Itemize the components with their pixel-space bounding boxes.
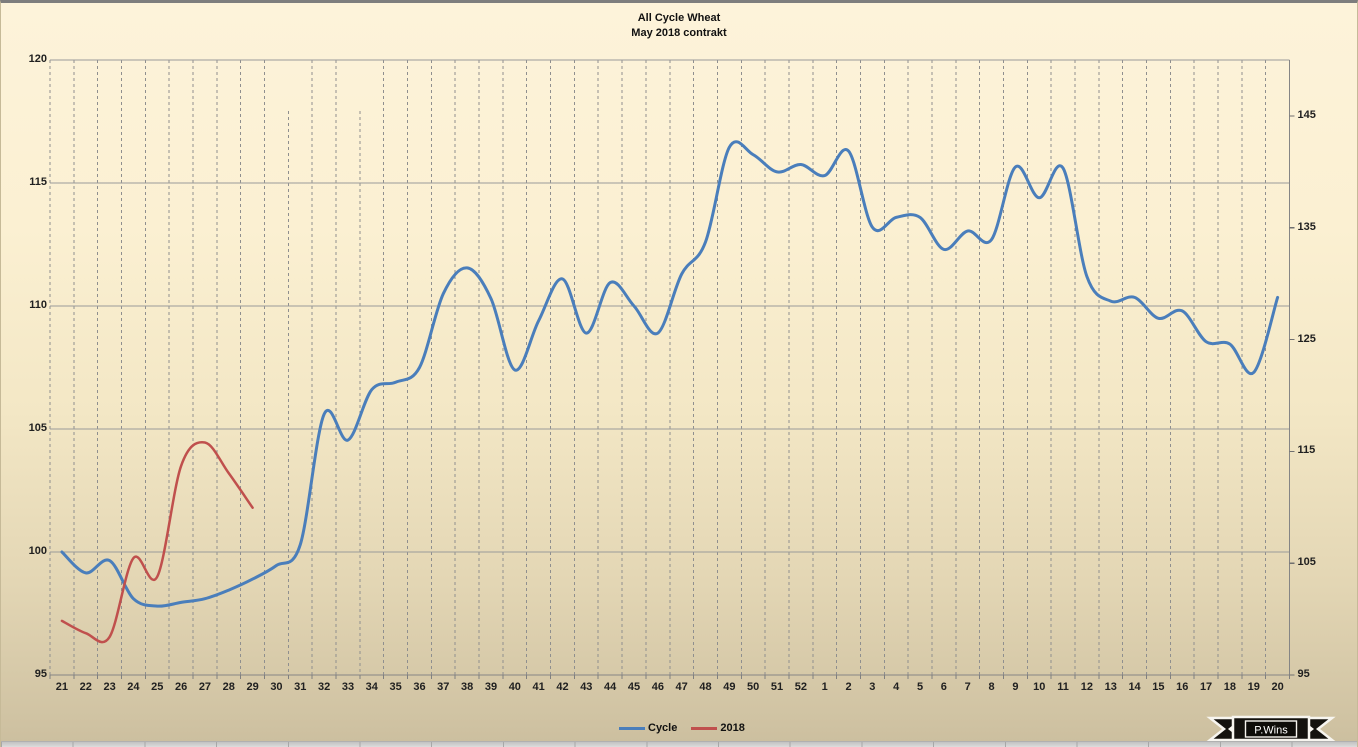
right-axis-label: 95 (1297, 668, 1310, 680)
x-axis-label: 36 (413, 681, 426, 693)
x-axis-label: 29 (246, 681, 259, 693)
x-axis-label: 33 (341, 681, 355, 693)
x-axis-label: 41 (532, 681, 545, 693)
right-axis-label: 105 (1297, 556, 1316, 569)
x-axis-label: 44 (604, 681, 617, 693)
x-axis-label: 27 (198, 681, 212, 693)
chart-title-line1: All Cycle Wheat (637, 12, 721, 24)
x-axis-label: 12 (1080, 681, 1093, 693)
cycle-series-line[interactable] (60, 140, 1280, 608)
left-axis-label: 105 (28, 422, 47, 434)
x-axis-label: 38 (461, 681, 474, 693)
x-axis-label: 13 (1104, 681, 1117, 693)
legend-line-swatch (619, 726, 645, 730)
x-axis-label: 8 (988, 681, 995, 693)
legend-line-swatch (691, 726, 718, 730)
plot-area[interactable] (1, 3, 1358, 747)
bottom-cell-strip (1, 741, 1357, 747)
legend[interactable]: Cycle 2018 (619, 719, 745, 737)
pwins-logo-text: P.Wins (1254, 725, 1288, 737)
x-axis-label: 19 (1247, 681, 1260, 693)
chart-title: All Cycle Wheat May 2018 contrakt (1, 11, 1357, 41)
right-axis-label: 135 (1297, 220, 1316, 233)
x-axis-label: 22 (79, 681, 92, 693)
x-axis-label: 45 (627, 681, 641, 693)
x-axis-label: 18 (1223, 681, 1237, 693)
chart-title-line2: May 2018 contrakt (631, 27, 727, 39)
x-axis-label: 39 (484, 681, 498, 693)
x-axis-label: 34 (365, 681, 378, 693)
x-axis-label: 47 (675, 681, 688, 693)
x-axis-label: 52 (794, 681, 807, 693)
x-axis-label: 3 (869, 681, 876, 693)
x-axis-label: 48 (699, 681, 712, 693)
x-axis-label: 31 (294, 681, 307, 693)
x-axis-label: 30 (270, 681, 283, 693)
right-axis-label: 145 (1297, 108, 1316, 121)
x-axis-label: 1 (821, 681, 828, 693)
x-axis-label: 5 (916, 681, 924, 693)
x-axis-label: 6 (940, 681, 947, 693)
x-axis-label: 23 (103, 681, 116, 693)
x-axis-label: 17 (1199, 681, 1213, 693)
x-axis-label: 46 (651, 681, 664, 693)
x-axis-label: 2 (845, 681, 852, 693)
2018-series-line[interactable] (60, 441, 254, 644)
x-axis-label: 25 (151, 681, 164, 693)
right-axis-label: 125 (1297, 332, 1316, 345)
left-axis-label: 120 (28, 53, 47, 65)
x-axis-label: 24 (127, 681, 140, 693)
x-axis-label: 51 (770, 681, 784, 693)
left-axis-label: 115 (29, 176, 47, 188)
x-axis-label: 49 (723, 681, 736, 693)
pwins-ribbon: P.Wins (1206, 715, 1336, 742)
x-axis-label: 42 (556, 681, 569, 693)
legend-item-2018[interactable]: 2018 (691, 722, 745, 734)
left-axis-label: 95 (34, 668, 47, 680)
pwins-logo: P.Wins (1206, 715, 1336, 742)
x-axis-label: 43 (580, 681, 593, 693)
right-axis-label: 115 (1297, 444, 1316, 457)
x-axis-label: 32 (317, 681, 331, 693)
x-axis-label: 28 (222, 681, 235, 693)
x-axis-label: 40 (508, 681, 521, 693)
left-axis-label: 100 (28, 545, 47, 557)
x-axis-label: 15 (1152, 681, 1165, 693)
x-axis-label: 50 (747, 681, 760, 693)
x-axis-label: 37 (437, 681, 450, 693)
x-axis-label: 26 (174, 681, 188, 693)
x-axis-label: 16 (1176, 681, 1189, 693)
x-axis-label: 35 (389, 681, 402, 693)
x-axis-label: 4 (893, 681, 900, 693)
x-axis-label: 10 (1033, 681, 1046, 693)
x-axis-label: 9 (1012, 681, 1019, 693)
legend-item-cycle[interactable]: Cycle (619, 722, 677, 734)
x-axis-label: 11 (1057, 681, 1069, 693)
x-axis-label: 21 (55, 681, 69, 693)
left-axis-label: 110 (29, 299, 47, 311)
legend-label: 2018 (720, 722, 745, 734)
x-axis-label: 7 (964, 681, 971, 693)
legend-label: Cycle (648, 722, 678, 734)
x-axis-label: 20 (1271, 681, 1284, 693)
x-axis-label: 14 (1128, 681, 1141, 693)
